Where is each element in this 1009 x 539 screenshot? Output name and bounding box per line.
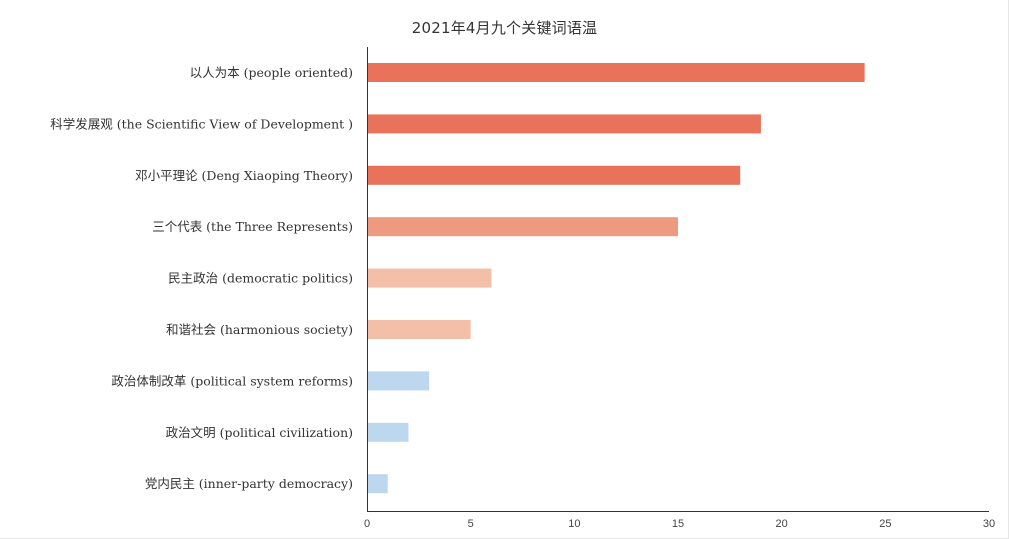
bar-4 [368,217,678,237]
bar-1 [368,63,865,82]
x-tick-label-15: 15 [672,518,684,530]
bar-6 [368,320,471,339]
category-label-1: 以人为本 (people oriented) [190,65,353,80]
bars-group [368,63,865,494]
category-label-9: 党内民主 (inner-party democracy) [145,476,353,491]
bar-9 [368,474,388,494]
category-label-3: 邓小平理论 (Deng Xiaoping Theory) [135,168,353,183]
category-label-6: 和谐社会 (harmonious society) [166,322,353,337]
bar-2 [368,114,761,134]
category-label-2: 科学发展观 (the Scientific View of Developmen… [50,116,353,131]
x-tick-label-30: 30 [983,518,995,530]
x-tick-label-10: 10 [568,518,580,530]
x-tick-label-0: 0 [364,518,370,530]
axes-group [367,47,989,512]
tick-labels: 0 5 10 15 20 25 30 [364,518,995,530]
category-label-8: 政治文明 (political civilization) [166,425,353,440]
x-tick-label-5: 5 [468,518,474,530]
x-tick-label-20: 20 [776,518,788,530]
x-tick-label-25: 25 [879,518,891,530]
category-label-5: 民主政治 (democratic politics) [168,271,353,286]
category-label-7: 政治体制改革 (political system reforms) [111,373,353,388]
category-label-4: 三个代表 (the Three Represents) [152,219,353,234]
chart-title: 2021年4月九个关键词语温 [411,19,598,37]
bar-7 [368,371,430,391]
bar-8 [368,422,409,442]
category-labels: 以人为本 (people oriented) 科学发展观 (the Scienti… [50,65,353,491]
bar-5 [368,268,492,288]
bar-3 [368,165,741,185]
